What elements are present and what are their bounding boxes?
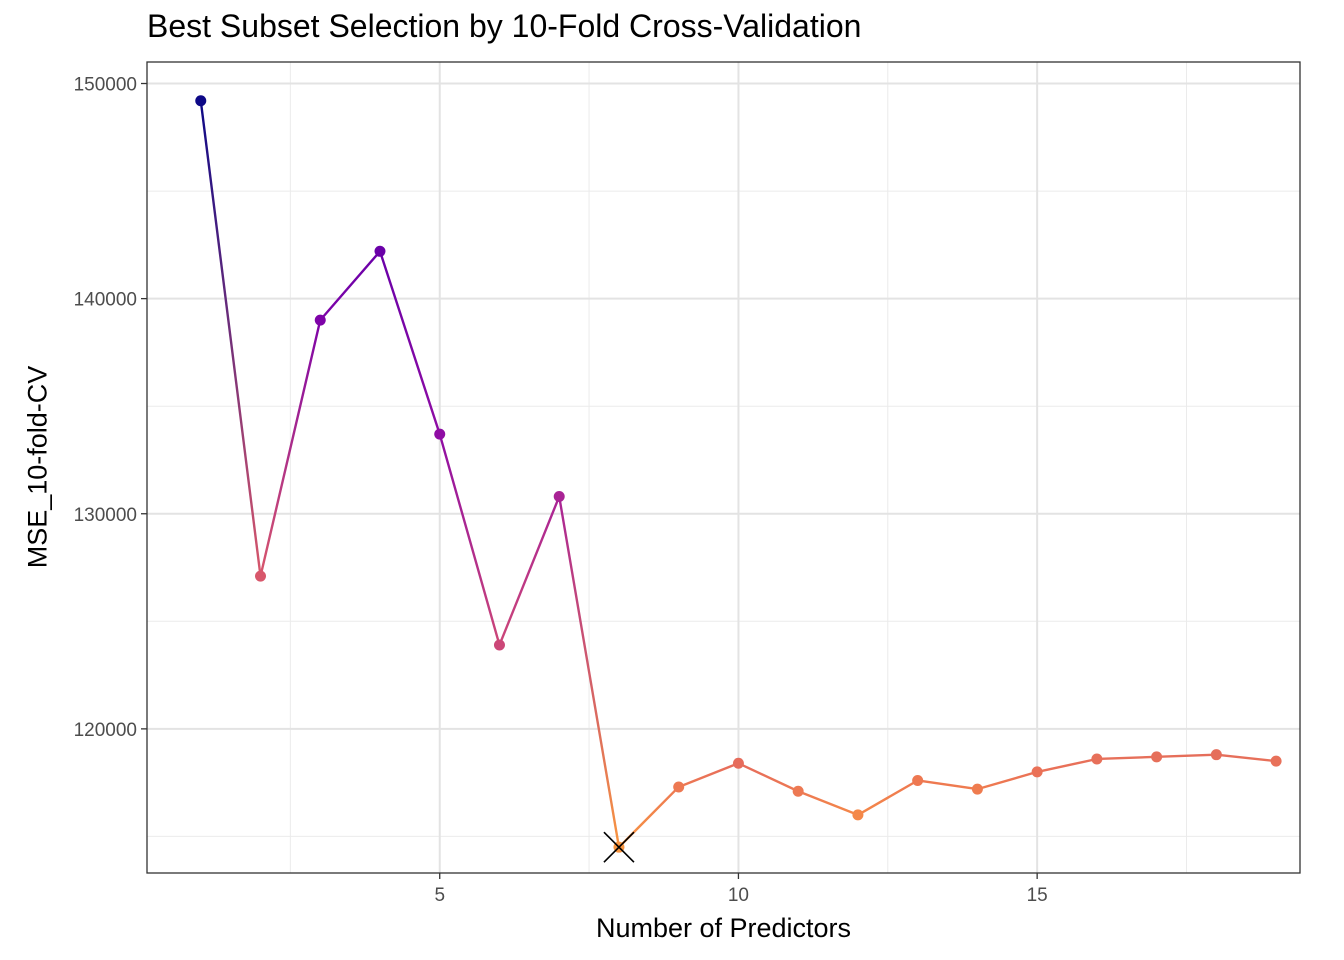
data-point [1270, 755, 1282, 767]
series-line-segment [378, 250, 441, 436]
series-line-segment [1155, 753, 1218, 759]
x-tick-label: 15 [1027, 885, 1048, 906]
data-point [255, 570, 267, 582]
data-point [732, 757, 744, 769]
series-line-segment [438, 432, 501, 647]
series-line-segment [498, 495, 561, 647]
series-line-segment [856, 779, 919, 817]
data-point [1031, 766, 1043, 778]
series-line-segment [1095, 755, 1158, 761]
data-point [792, 785, 804, 797]
data-point [434, 428, 446, 440]
series-line [199, 99, 1278, 849]
series-line-segment [1215, 753, 1278, 763]
series-line-segment [1035, 757, 1099, 774]
best-marker [603, 831, 635, 863]
data-point [852, 809, 864, 821]
x-tick-label: 5 [434, 885, 445, 906]
chart-title: Best Subset Selection by 10-Fold Cross-V… [147, 8, 862, 44]
data-point [673, 781, 685, 793]
data-point [493, 639, 505, 651]
y-axis-label: MSE_10-fold-CV [22, 365, 53, 569]
series-line-segment [319, 250, 382, 322]
data-point [553, 491, 565, 503]
data-point [1091, 753, 1103, 765]
data-point [314, 314, 326, 326]
axis-ticks: 5 10 15 120000 130000 140000 150000 [74, 75, 1048, 906]
series-line-segment [677, 762, 740, 789]
series-line-segment [796, 790, 860, 817]
data-point [1151, 751, 1163, 763]
data-point [374, 245, 386, 257]
data-point [1210, 749, 1222, 761]
series-line-segment [259, 318, 322, 578]
series-line-segment [737, 762, 800, 793]
panel-border [146, 61, 1301, 874]
y-tick-label: 150000 [74, 75, 137, 96]
x-axis-label: Number of Predictors [595, 913, 852, 943]
data-point [971, 783, 983, 795]
series-line-segment [558, 495, 621, 849]
grid-lines [147, 62, 1300, 873]
data-point [195, 95, 207, 107]
best-marker-stroke [603, 831, 635, 863]
y-tick-label: 120000 [74, 720, 137, 741]
y-tick-label: 140000 [74, 290, 137, 311]
series-line-segment [976, 770, 1039, 791]
x-tick-label: 10 [728, 885, 749, 906]
y-tick-label: 130000 [74, 505, 137, 526]
data-point [912, 774, 924, 786]
series-line-segment [916, 779, 979, 791]
series-points [195, 95, 1282, 853]
series-line-segment [199, 99, 262, 578]
